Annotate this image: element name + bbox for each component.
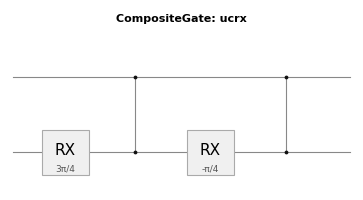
Point [283,151,289,154]
Text: RX: RX [55,143,76,158]
Text: -π/4: -π/4 [202,164,219,173]
Text: RX: RX [200,143,221,158]
Text: 3π/4: 3π/4 [56,164,75,173]
Point [132,151,138,154]
FancyBboxPatch shape [42,130,89,175]
FancyBboxPatch shape [187,130,234,175]
Point [132,75,138,78]
Point [283,75,289,78]
Text: CompositeGate: ucrx: CompositeGate: ucrx [116,14,247,24]
